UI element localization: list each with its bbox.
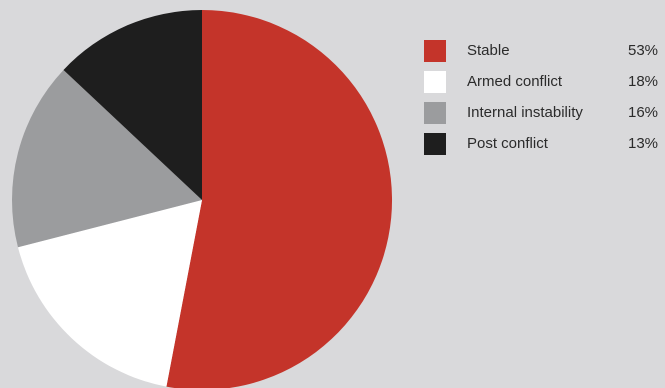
pie-slice-armed-conflict	[17, 200, 202, 387]
legend-item-armed-conflict: Armed conflict 18%	[424, 71, 665, 93]
legend-value-internal-instability: 16%	[628, 104, 659, 121]
chart-legend: Stable 53% Armed conflict 18% Internal i…	[424, 40, 665, 164]
legend-label-internal-instability: Internal instability	[467, 104, 583, 121]
legend-value-stable: 53%	[628, 42, 659, 59]
legend-item-post-conflict: Post conflict 13%	[424, 133, 665, 155]
legend-swatch-internal-instability	[424, 102, 446, 124]
pie-slice-internal-instability	[12, 69, 203, 248]
pie-slice-stable	[166, 10, 392, 388]
legend-item-stable: Stable 53%	[424, 40, 665, 62]
legend-value-armed-conflict: 18%	[628, 73, 659, 90]
legend-label-armed-conflict: Armed conflict	[467, 73, 563, 90]
legend-label-stable: Stable	[467, 42, 510, 59]
pie-slice-post-conflict	[63, 10, 202, 200]
legend-value-post-conflict: 13%	[628, 135, 659, 152]
legend-swatch-post-conflict	[424, 133, 446, 155]
legend-swatch-stable	[424, 40, 446, 62]
legend-label-post-conflict: Post conflict	[467, 135, 548, 152]
legend-swatch-armed-conflict	[424, 71, 446, 93]
legend-item-internal-instability: Internal instability 16%	[424, 102, 665, 124]
